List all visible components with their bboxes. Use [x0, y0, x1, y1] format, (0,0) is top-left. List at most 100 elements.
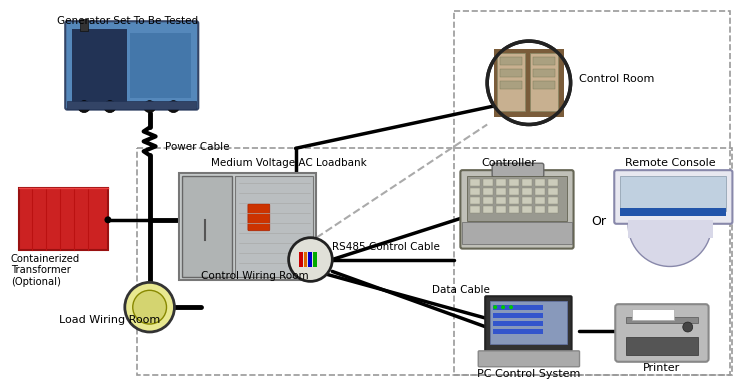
Bar: [483, 206, 494, 213]
Bar: [80, 19, 88, 31]
Bar: [548, 197, 558, 204]
Circle shape: [104, 101, 116, 113]
Bar: [470, 179, 480, 186]
FancyBboxPatch shape: [179, 173, 316, 280]
Bar: [500, 69, 522, 77]
Bar: [72, 29, 127, 102]
Bar: [483, 197, 494, 204]
Bar: [470, 197, 480, 204]
Circle shape: [509, 305, 513, 309]
Wedge shape: [628, 225, 712, 267]
Bar: [532, 57, 555, 65]
Bar: [494, 321, 543, 326]
FancyBboxPatch shape: [615, 304, 709, 362]
Bar: [298, 252, 302, 267]
Circle shape: [488, 41, 571, 125]
Bar: [494, 313, 543, 318]
FancyBboxPatch shape: [478, 351, 580, 367]
FancyBboxPatch shape: [248, 204, 270, 231]
Text: Remote Console: Remote Console: [625, 158, 716, 168]
Bar: [467, 176, 566, 221]
Bar: [509, 206, 519, 213]
Text: Or: Or: [591, 215, 606, 228]
Circle shape: [104, 216, 112, 223]
Bar: [535, 206, 544, 213]
Bar: [522, 179, 532, 186]
FancyBboxPatch shape: [614, 170, 733, 224]
Bar: [462, 222, 572, 244]
Bar: [496, 206, 506, 213]
Circle shape: [78, 101, 90, 113]
Bar: [532, 81, 555, 89]
Bar: [548, 179, 558, 186]
Bar: [136, 148, 733, 375]
Bar: [626, 317, 698, 323]
Bar: [130, 33, 191, 98]
Bar: [496, 188, 506, 195]
Bar: [304, 252, 307, 267]
Bar: [522, 188, 532, 195]
Text: Data Cable: Data Cable: [431, 285, 490, 295]
Bar: [500, 57, 522, 65]
Text: RS485 Control Cable: RS485 Control Cable: [332, 241, 440, 252]
Bar: [308, 252, 313, 267]
Bar: [509, 197, 519, 204]
Bar: [535, 197, 544, 204]
Bar: [470, 188, 480, 195]
Bar: [496, 179, 506, 186]
Bar: [548, 188, 558, 195]
Bar: [454, 11, 730, 375]
Bar: [620, 176, 727, 211]
Bar: [490, 301, 566, 344]
Text: Control Room: Control Room: [578, 74, 654, 84]
Bar: [522, 206, 532, 213]
Circle shape: [494, 305, 497, 309]
Text: PC Control System: PC Control System: [477, 369, 580, 379]
Bar: [509, 188, 519, 195]
Text: Control Wiring Room: Control Wiring Room: [201, 271, 309, 281]
Circle shape: [124, 283, 175, 332]
Text: Controller: Controller: [482, 158, 536, 168]
FancyBboxPatch shape: [492, 163, 544, 177]
Circle shape: [167, 101, 179, 113]
Text: Generator Set To Be Tested: Generator Set To Be Tested: [57, 16, 199, 26]
Bar: [522, 197, 532, 204]
Circle shape: [133, 290, 166, 324]
FancyBboxPatch shape: [460, 170, 574, 248]
Bar: [68, 101, 196, 109]
Bar: [500, 81, 522, 89]
Text: Medium Voltage AC Loadbank: Medium Voltage AC Loadbank: [211, 158, 367, 168]
Bar: [497, 53, 525, 111]
Bar: [314, 252, 317, 267]
Bar: [530, 53, 558, 111]
Bar: [632, 309, 674, 320]
Bar: [496, 197, 506, 204]
Circle shape: [501, 305, 505, 309]
Bar: [494, 305, 543, 310]
Bar: [509, 179, 519, 186]
Bar: [535, 188, 544, 195]
Bar: [494, 329, 543, 334]
Bar: [483, 179, 494, 186]
Bar: [532, 69, 555, 77]
FancyBboxPatch shape: [19, 188, 108, 250]
FancyBboxPatch shape: [65, 21, 198, 110]
Bar: [628, 220, 712, 238]
Bar: [235, 176, 314, 277]
FancyBboxPatch shape: [485, 296, 572, 353]
Text: Printer: Printer: [644, 363, 680, 373]
Circle shape: [144, 101, 155, 113]
Circle shape: [289, 238, 332, 281]
Bar: [182, 176, 232, 277]
Text: Load Wiring Room: Load Wiring Room: [59, 315, 160, 325]
Bar: [535, 179, 544, 186]
Text: Containerized
Transformer
(Optional): Containerized Transformer (Optional): [10, 253, 80, 287]
Bar: [626, 337, 698, 355]
Bar: [494, 49, 564, 116]
Text: Power Cable: Power Cable: [164, 142, 229, 152]
Bar: [470, 206, 480, 213]
Bar: [620, 208, 727, 216]
Bar: [483, 188, 494, 195]
Circle shape: [682, 322, 693, 332]
Bar: [548, 206, 558, 213]
